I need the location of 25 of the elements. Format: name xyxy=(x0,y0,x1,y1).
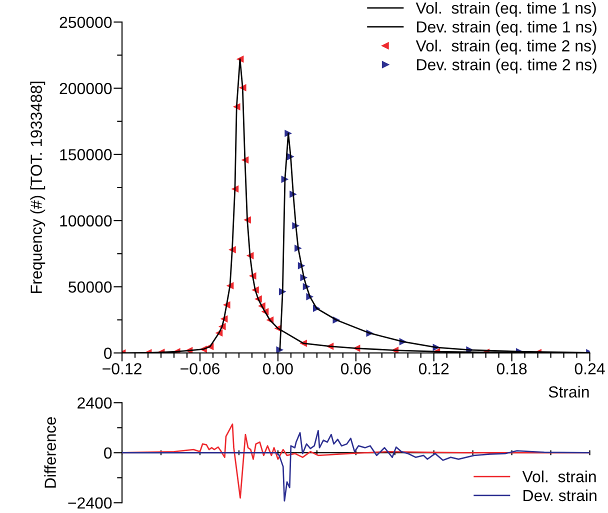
legend-label: Vol. strain xyxy=(522,470,596,482)
y-tick-label: 100000 xyxy=(60,215,112,227)
x-tick-label: −0.06 xyxy=(180,363,220,374)
y-tick-label: 0 xyxy=(104,348,112,359)
legend-label: Dev. strain xyxy=(524,489,596,502)
y-axis-title: Difference xyxy=(44,417,56,488)
y-tick-label: −2400 xyxy=(68,497,112,509)
y-tick-label: 2400 xyxy=(78,397,112,409)
y-axis-title: Frequency (#) [TOT. 1933488] xyxy=(30,82,46,294)
legend-label: Vol. strain (eq. time 1 ns) xyxy=(416,2,596,17)
legend-label: Dev. strain (eq. time 1 ns) xyxy=(417,20,596,36)
x-tick-label: −0.12 xyxy=(102,363,142,374)
x-tick-label: 0.06 xyxy=(340,363,371,374)
y-tick-label: 150000 xyxy=(60,149,112,160)
x-tick-label: 0.18 xyxy=(496,363,527,374)
x-tick-label: 0.12 xyxy=(418,363,449,374)
y-tick-label: 50000 xyxy=(68,281,112,293)
x-axis-title: Strain xyxy=(548,386,589,398)
y-tick-label: 0 xyxy=(104,447,112,459)
legend-label: Vol. strain (eq. time 2 ns) xyxy=(416,40,596,55)
y-tick-label: 250000 xyxy=(60,16,112,28)
x-tick-label: 0.00 xyxy=(263,363,293,374)
y-tick-label: 200000 xyxy=(60,82,112,94)
x-tick-label: 0.24 xyxy=(574,363,605,374)
legend-label: Dev. strain (eq. time 2 ns) xyxy=(417,58,596,74)
